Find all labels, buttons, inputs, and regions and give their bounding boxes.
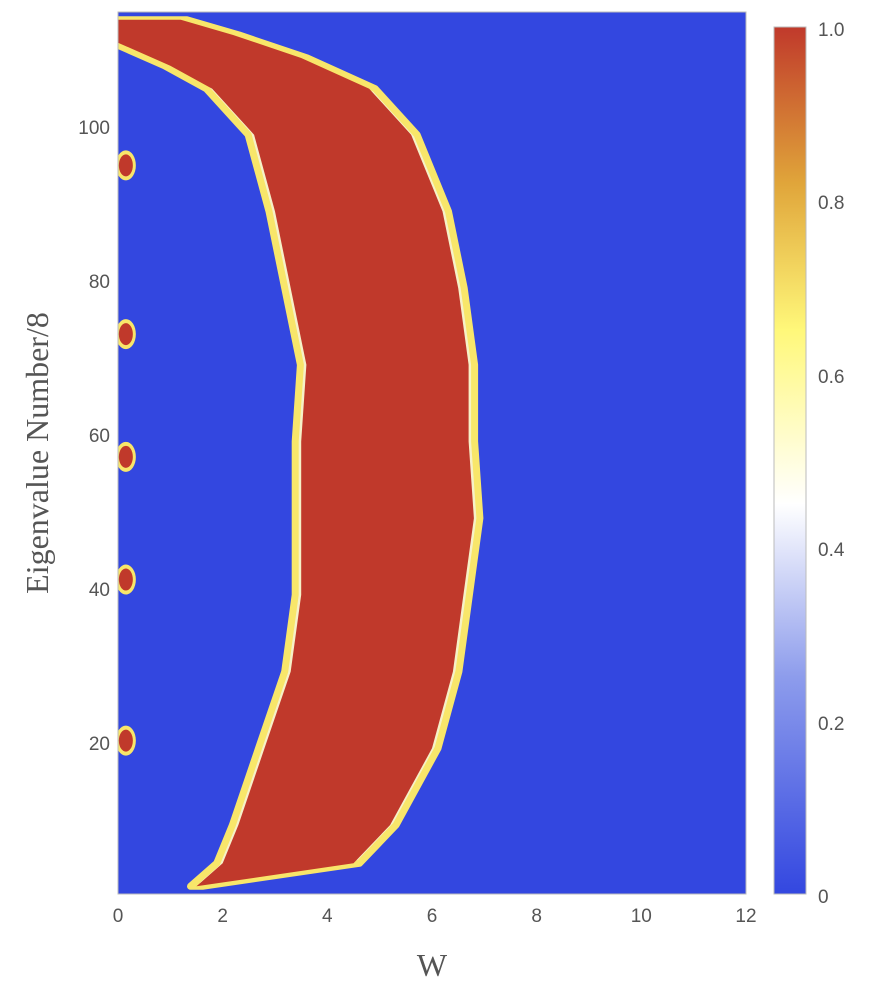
edge-spot <box>118 729 133 752</box>
y-tick-label: 40 <box>89 580 110 601</box>
edge-spot <box>118 154 133 177</box>
high-value-band <box>118 19 474 887</box>
y-axis-title: Eigenvalue Number/8 <box>19 312 55 594</box>
colorbar-tick-label: 0.6 <box>818 367 844 388</box>
y-tick-label: 60 <box>89 426 110 447</box>
y-tick-label: 80 <box>89 272 110 293</box>
colorbar-tick-label: 0.4 <box>818 540 845 561</box>
x-axis: 0 2 4 6 8 10 12 <box>113 906 757 927</box>
x-tick-label: 12 <box>735 906 756 927</box>
edge-spot <box>118 568 133 591</box>
edge-spot <box>118 323 133 346</box>
x-tick-label: 2 <box>217 906 228 927</box>
plot-frame <box>117 11 747 895</box>
x-axis-title: W <box>417 947 448 983</box>
y-tick-label: 20 <box>89 734 110 755</box>
colorbar-tick-label: 0.2 <box>818 714 844 735</box>
colorbar-gradient <box>773 26 807 895</box>
colorbar-tick-label: 1.0 <box>818 20 844 41</box>
colorbar-tick-label: 0 <box>818 887 829 908</box>
x-tick-label: 10 <box>631 906 652 927</box>
x-tick-label: 6 <box>427 906 438 927</box>
x-tick-label: 0 <box>113 906 124 927</box>
x-tick-label: 4 <box>322 906 333 927</box>
x-tick-label: 8 <box>531 906 542 927</box>
colorbar: 0 0.2 0.4 0.6 0.8 1.0 <box>773 20 845 908</box>
y-tick-label: 100 <box>78 118 110 139</box>
edge-spot <box>118 445 133 468</box>
y-axis: 20 40 60 80 100 <box>78 118 110 755</box>
colorbar-tick-label: 0.8 <box>818 193 844 214</box>
